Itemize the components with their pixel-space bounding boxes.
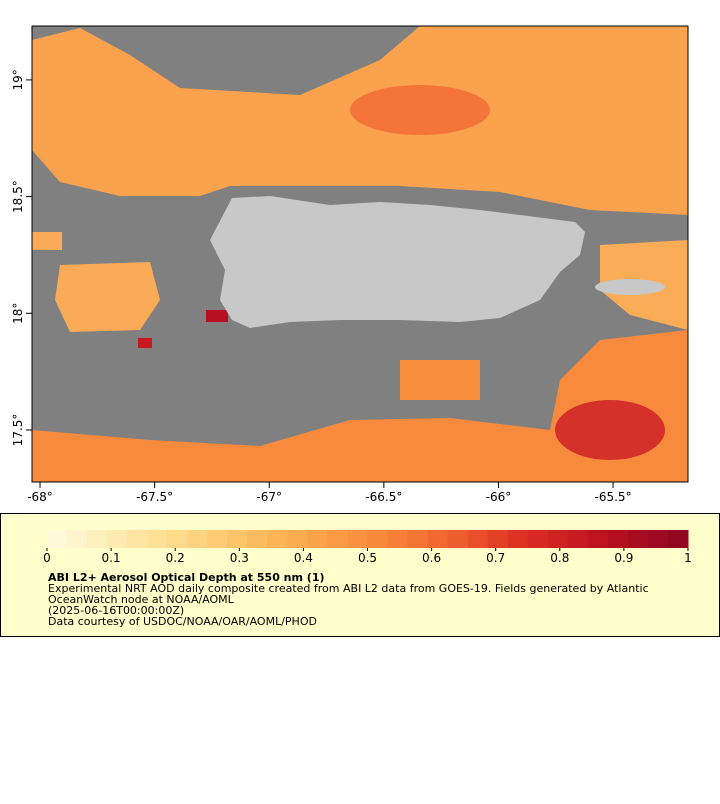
colorbar-step xyxy=(327,530,348,548)
colorbar-step xyxy=(587,530,609,548)
colorbar-step xyxy=(647,530,669,548)
island xyxy=(595,279,665,295)
island xyxy=(210,196,585,328)
colorbar-step xyxy=(387,530,409,548)
colorbar-tick-label: 0.7 xyxy=(486,551,505,565)
colorbar-tick-label: 0.8 xyxy=(550,551,569,565)
x-tick-label: -68° xyxy=(27,490,53,504)
x-tick-label: -66° xyxy=(486,490,512,504)
colorbar-step xyxy=(347,530,368,548)
colorbar-step xyxy=(487,530,509,548)
colorbar-step xyxy=(127,530,148,548)
legend-title: ABI L2+ Aerosol Optical Depth at 550 nm … xyxy=(48,571,325,584)
colorbar-step xyxy=(467,530,489,548)
colorbar-tick-label: 0.9 xyxy=(614,551,633,565)
colorbar-step xyxy=(67,530,88,548)
colorbar-step xyxy=(627,530,649,548)
aerosol-field xyxy=(138,338,152,348)
aerosol-field xyxy=(32,330,688,482)
x-tick-label: -66.5° xyxy=(365,490,402,504)
colorbar-tick-label: 0.1 xyxy=(102,551,121,565)
colorbar-step xyxy=(227,530,248,548)
colorbar-step xyxy=(87,530,108,548)
colorbar-step xyxy=(147,530,168,548)
aerosol-field xyxy=(350,85,490,135)
legend-line: Data courtesy of USDOC/NOAA/OAR/AOML/PHO… xyxy=(48,615,317,628)
y-tick-label: 18.5° xyxy=(11,180,25,213)
y-tick-label: 18° xyxy=(11,303,25,324)
colorbar-tick-label: 0.6 xyxy=(422,551,441,565)
colorbar-step xyxy=(427,530,449,548)
aerosol-field xyxy=(55,262,160,332)
aerosol-field xyxy=(206,310,228,322)
colorbar-tick-label: 0 xyxy=(43,551,51,565)
colorbar-step xyxy=(107,530,128,548)
colorbar-step xyxy=(667,530,689,548)
colorbar-step xyxy=(167,530,188,548)
colorbar-step xyxy=(47,530,68,548)
y-tick-label: 19° xyxy=(11,69,25,90)
aerosol-field xyxy=(400,360,480,400)
colorbar-tick-label: 0.5 xyxy=(358,551,377,565)
colorbar-tick-label: 1 xyxy=(684,551,692,565)
legend-line: Experimental NRT AOD daily composite cre… xyxy=(48,582,649,595)
colorbar-step xyxy=(187,530,208,548)
colorbar-tick-label: 0.3 xyxy=(230,551,249,565)
colorbar-step xyxy=(407,530,429,548)
colorbar-step xyxy=(207,530,228,548)
colorbar-tick-label: 0.2 xyxy=(166,551,185,565)
colorbar-step xyxy=(527,530,549,548)
colorbar-step xyxy=(607,530,629,548)
colorbar-step xyxy=(507,530,529,548)
colorbar-step xyxy=(567,530,589,548)
colorbar-step xyxy=(447,530,469,548)
colorbar-step xyxy=(307,530,328,548)
aerosol-field xyxy=(555,400,665,460)
colorbar-step xyxy=(287,530,308,548)
colorbar-step xyxy=(547,530,569,548)
x-tick-label: -65.5° xyxy=(595,490,632,504)
colorbar-step xyxy=(367,530,389,548)
legend-line: OceanWatch node at NOAA/AOML xyxy=(48,593,235,606)
aerosol-field xyxy=(32,232,62,250)
legend-line: (2025-06-16T00:00:00Z) xyxy=(48,604,184,617)
x-tick-label: -67° xyxy=(256,490,282,504)
map-frame xyxy=(31,25,689,483)
y-tick-label: 17.5° xyxy=(11,414,25,447)
colorbar-tick-label: 0.4 xyxy=(294,551,313,565)
colorbar-step xyxy=(267,530,288,548)
x-tick-label: -67.5° xyxy=(136,490,173,504)
colorbar-step xyxy=(247,530,268,548)
